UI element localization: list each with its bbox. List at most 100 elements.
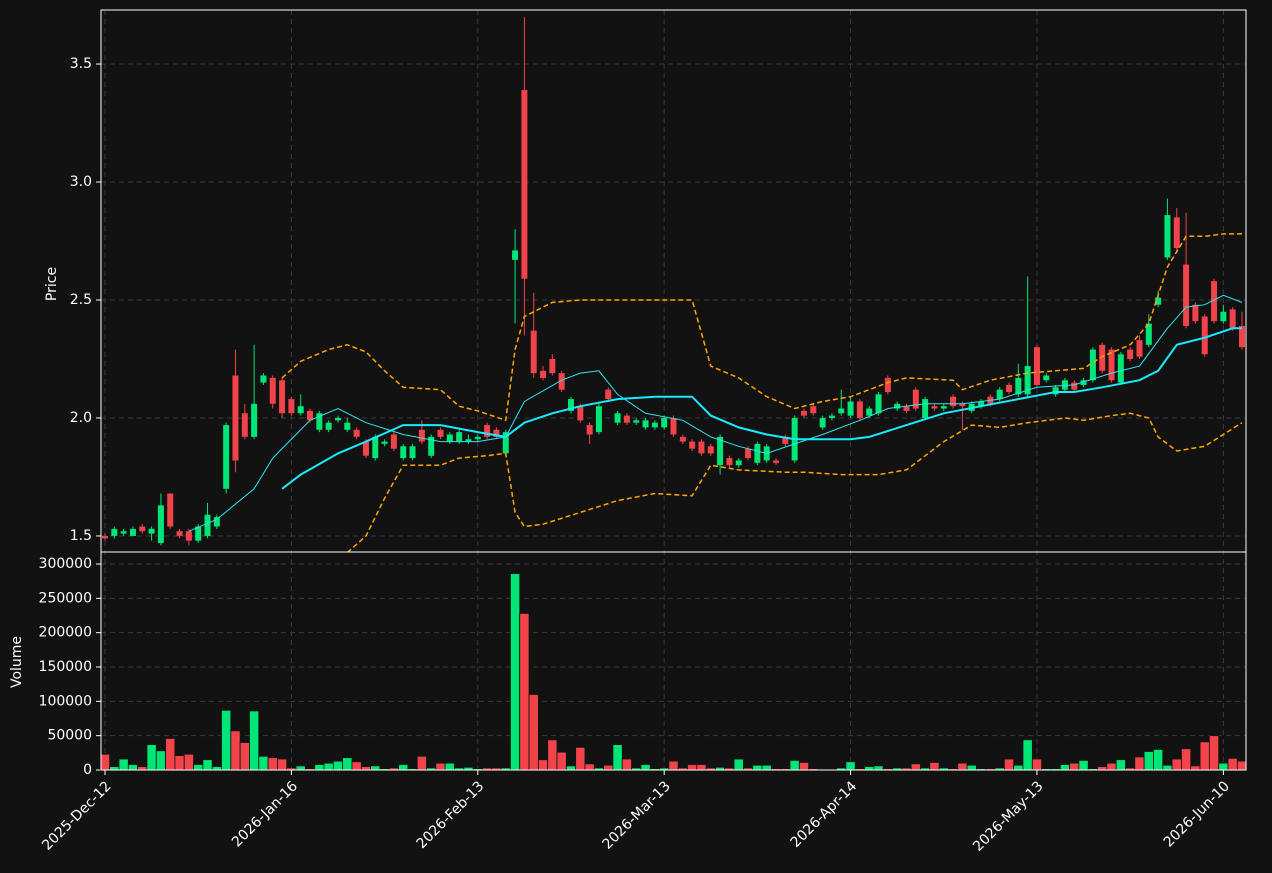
candle-body [866,408,873,416]
volume-bar [221,709,232,771]
volume-bar [277,758,288,771]
volume-bar [966,764,977,771]
candle-body [204,514,211,536]
volume-bar [1199,741,1210,771]
volume-bar [575,746,586,771]
candle-body [1136,340,1143,357]
candle-body [260,375,267,383]
candle-body [1080,380,1087,385]
volume-bar [1162,764,1173,771]
candle-body [595,406,602,433]
candle-body [1229,309,1236,329]
candle-body [735,460,742,466]
candle-body [838,408,845,414]
candle-body [185,531,192,541]
candle-body [698,441,705,454]
volume-bar [155,750,166,771]
volume-bar [584,763,595,771]
candle-body [856,401,863,418]
volume-bar [267,757,278,771]
volume-bar [435,762,446,771]
volume-bar [416,755,427,771]
candle-body [651,422,658,428]
candle-body [586,425,593,435]
volume-bar [668,760,679,771]
candle-body [418,429,425,442]
volume-bar [323,762,334,771]
candle-body [213,517,220,527]
volume-bar [1069,762,1080,771]
volume-bar [239,742,250,771]
candle-body [633,420,640,423]
candle-body [894,403,901,409]
volume-bar [1078,759,1089,771]
candle-body [1201,316,1208,355]
candle-body [167,493,174,527]
volume-bar [314,764,325,771]
candle-body [670,417,677,435]
volume-bar [1059,764,1070,771]
candle-body [1061,380,1068,390]
volume-bar [537,759,549,771]
candle-body [1220,311,1227,322]
volume-frame [100,551,1247,771]
candle-body [465,439,472,442]
candle-body [288,399,295,414]
candle-body [484,425,491,437]
volume-bar [165,738,176,771]
candle-body [493,429,500,437]
candle-body [176,531,183,536]
volume-bar [258,755,269,771]
candle-body [102,535,108,539]
volume-bar [1003,758,1015,771]
y-tick-label: 3.5 [70,56,92,72]
volume-bar [127,764,139,771]
candle-body [707,446,714,454]
y-tick-label: 300000 [39,556,92,572]
volume-bar [295,765,306,771]
candle-body [847,401,854,416]
y-tick-label: 100000 [39,693,92,709]
volume-bar [249,710,260,771]
candle-body [1024,366,1031,395]
candle-body [223,425,230,489]
volume-bar [1143,751,1154,771]
volume-bar [342,757,353,771]
candle-body [745,448,752,459]
volume-bar [510,573,521,771]
candle-body [521,89,528,279]
volume-bar [929,762,940,771]
volume-bar [789,759,800,771]
volume-bar [1227,757,1238,771]
volume-bar [360,766,372,771]
volume-bar [1208,735,1220,771]
candle-body [661,417,668,428]
volume-bar [444,762,455,771]
candle-body [474,436,481,440]
candle-body [1173,217,1180,249]
volume-bar [202,759,213,771]
candle-body [567,399,574,411]
candle-body [251,403,258,437]
candle-body [754,443,761,463]
volume-bar [519,613,530,771]
candle-body [679,436,686,442]
volume-bar [910,763,921,771]
candle-body [819,417,826,428]
volume-bar [174,755,185,771]
y-tick-label: 50000 [47,728,92,744]
candle-body [558,373,565,390]
candle-body [1108,349,1115,381]
volume-bar [752,764,763,771]
candle-body [1192,304,1199,322]
candle-body [456,432,463,442]
candle-body [409,446,416,459]
candle-body [428,436,435,456]
volume-bar [798,762,810,771]
candle-body [157,505,164,544]
candle-body [446,434,453,442]
candle-body [903,406,910,411]
volume-bar [351,761,362,771]
y-axis-label: Price [44,267,60,301]
